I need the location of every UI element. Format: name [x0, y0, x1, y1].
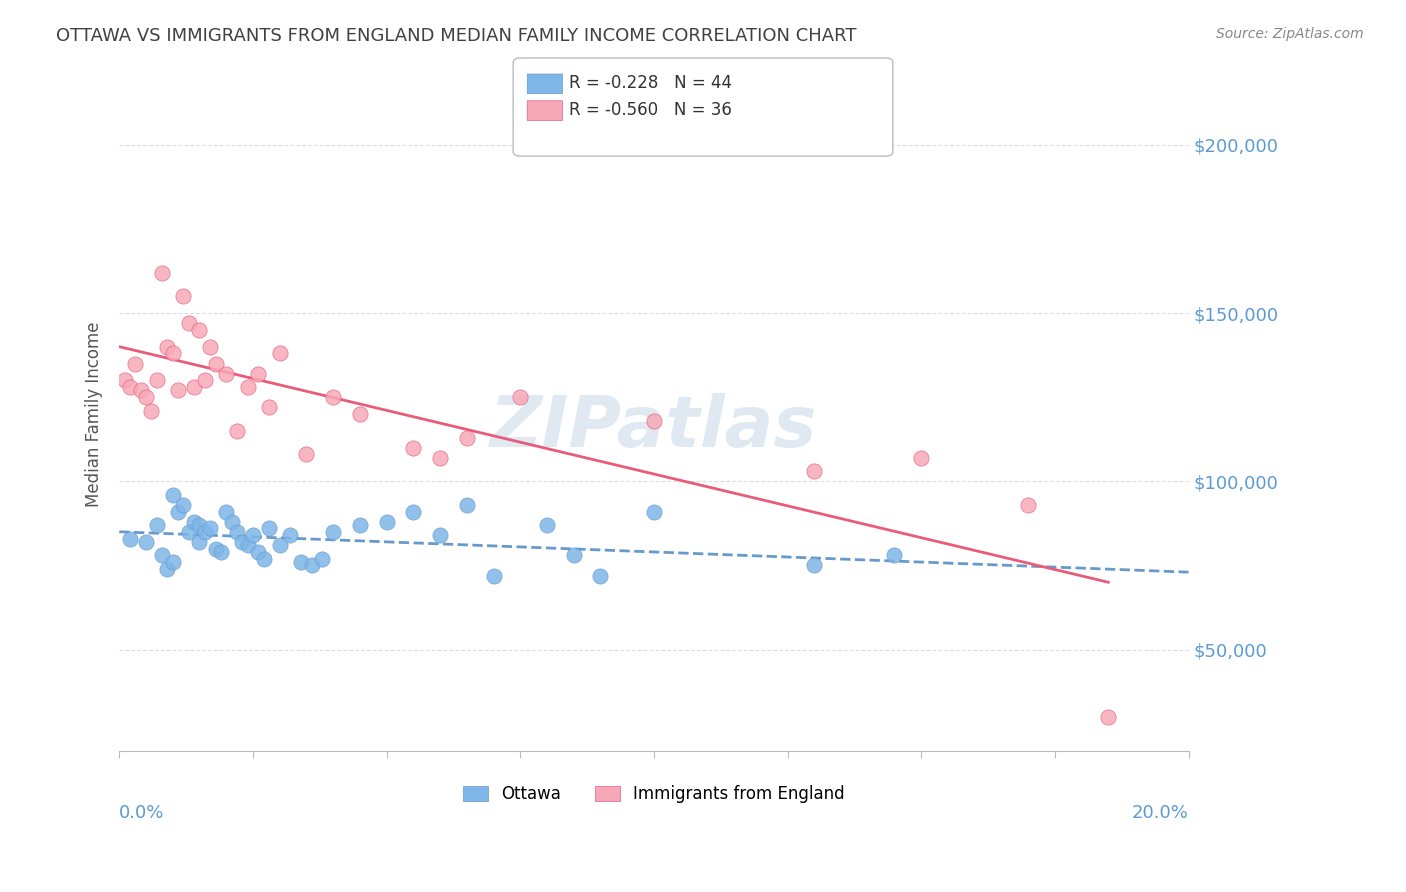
Point: [242, 528, 264, 542]
Point: [322, 390, 344, 404]
Point: [509, 390, 531, 404]
Point: [188, 518, 211, 533]
Point: [402, 505, 425, 519]
Point: [536, 518, 558, 533]
Point: [156, 562, 179, 576]
Point: [295, 447, 318, 461]
Point: [194, 524, 217, 539]
Point: [183, 515, 205, 529]
Point: [183, 380, 205, 394]
Point: [188, 323, 211, 337]
Point: [221, 515, 243, 529]
Point: [482, 568, 505, 582]
Point: [269, 538, 291, 552]
Point: [135, 390, 157, 404]
Text: R = -0.560   N = 36: R = -0.560 N = 36: [569, 101, 733, 119]
Point: [301, 558, 323, 573]
Point: [643, 505, 665, 519]
Point: [349, 518, 371, 533]
Point: [247, 545, 270, 559]
Text: Source: ZipAtlas.com: Source: ZipAtlas.com: [1216, 27, 1364, 41]
Point: [204, 541, 226, 556]
Point: [1017, 498, 1039, 512]
Point: [135, 534, 157, 549]
Point: [803, 464, 825, 478]
Point: [204, 357, 226, 371]
Point: [209, 545, 232, 559]
Point: [349, 407, 371, 421]
Point: [114, 373, 136, 387]
Point: [429, 450, 451, 465]
Point: [150, 266, 173, 280]
Point: [172, 498, 194, 512]
Text: OTTAWA VS IMMIGRANTS FROM ENGLAND MEDIAN FAMILY INCOME CORRELATION CHART: OTTAWA VS IMMIGRANTS FROM ENGLAND MEDIAN…: [56, 27, 856, 45]
Point: [456, 498, 478, 512]
Point: [188, 534, 211, 549]
Point: [162, 488, 184, 502]
Point: [145, 373, 167, 387]
Point: [247, 367, 270, 381]
Point: [198, 340, 221, 354]
Y-axis label: Median Family Income: Median Family Income: [86, 321, 103, 507]
Text: 0.0%: 0.0%: [120, 805, 165, 822]
Point: [215, 505, 238, 519]
Point: [167, 384, 190, 398]
Point: [910, 450, 932, 465]
Point: [257, 401, 280, 415]
Point: [257, 521, 280, 535]
Point: [429, 528, 451, 542]
Point: [167, 505, 190, 519]
Point: [141, 403, 163, 417]
Text: R = -0.228   N = 44: R = -0.228 N = 44: [569, 74, 733, 92]
Point: [803, 558, 825, 573]
Point: [150, 549, 173, 563]
Point: [1097, 710, 1119, 724]
Point: [177, 524, 200, 539]
Point: [402, 441, 425, 455]
Point: [456, 431, 478, 445]
Point: [118, 380, 141, 394]
Point: [156, 340, 179, 354]
Point: [883, 549, 905, 563]
Point: [236, 538, 259, 552]
Point: [118, 532, 141, 546]
Point: [129, 384, 152, 398]
Point: [215, 367, 238, 381]
Point: [290, 555, 312, 569]
Point: [162, 346, 184, 360]
Point: [589, 568, 612, 582]
Legend: Ottawa, Immigrants from England: Ottawa, Immigrants from England: [457, 778, 851, 810]
Point: [643, 414, 665, 428]
Point: [252, 551, 274, 566]
Point: [194, 373, 217, 387]
Point: [322, 524, 344, 539]
Point: [198, 521, 221, 535]
Point: [375, 515, 398, 529]
Point: [562, 549, 585, 563]
Point: [177, 316, 200, 330]
Point: [236, 380, 259, 394]
Point: [231, 534, 253, 549]
Point: [225, 524, 247, 539]
Point: [124, 357, 146, 371]
Text: ZIPatlas: ZIPatlas: [491, 393, 818, 462]
Text: 20.0%: 20.0%: [1132, 805, 1188, 822]
Point: [280, 528, 302, 542]
Point: [225, 424, 247, 438]
Point: [145, 518, 167, 533]
Point: [269, 346, 291, 360]
Point: [311, 551, 333, 566]
Point: [172, 289, 194, 303]
Point: [162, 555, 184, 569]
